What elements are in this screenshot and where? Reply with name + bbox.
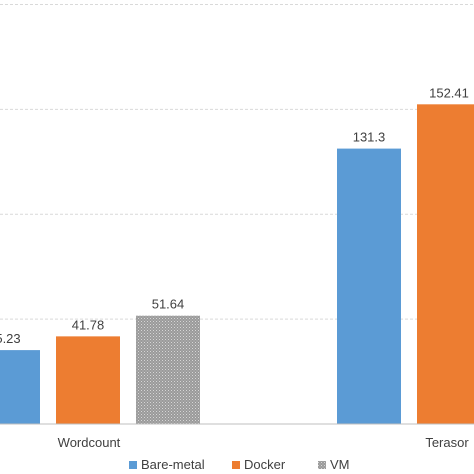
category-labels: Wordcount Terasor [58,435,470,450]
legend-label: VM [330,457,350,472]
bar-bare-metal-terasort [337,148,401,424]
data-label: 51.64 [152,297,185,312]
legend: Bare-metal Docker VM [129,457,350,472]
data-label: 41.78 [72,317,105,332]
data-label: 131.3 [353,130,386,145]
gridlines [0,4,474,320]
bars [0,104,474,425]
data-label: 5.23 [0,331,21,346]
legend-swatch-bare-metal [129,461,137,469]
bar-vm-wordcount [136,315,200,424]
bar-bare-metal-wordcount [0,350,40,424]
category-label: Terasor [425,435,469,450]
category-label: Wordcount [58,435,121,450]
legend-label: Bare-metal [141,457,205,472]
legend-swatch-vm [318,461,326,469]
data-label: 152.41 [429,85,469,100]
legend-swatch-docker [232,461,240,469]
legend-label: Docker [244,457,286,472]
data-labels: 5.23 131.3 41.78 152.41 51.64 [0,85,469,346]
bar-docker-wordcount [56,336,120,424]
bar-docker-terasort [417,104,474,425]
